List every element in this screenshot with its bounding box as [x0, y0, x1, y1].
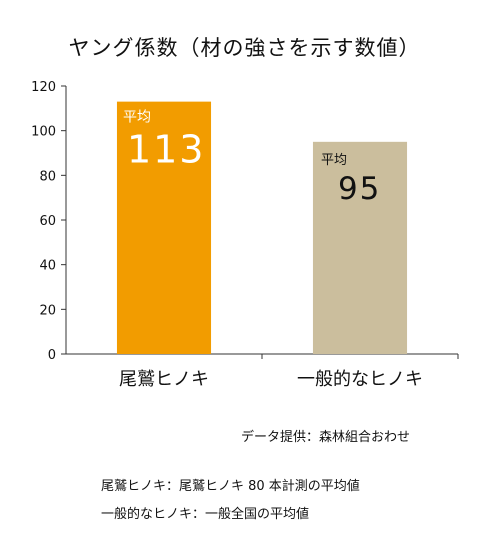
bar [312, 141, 408, 354]
data-label: 113 [127, 128, 206, 172]
bar-label-prefix: 平均 [321, 153, 347, 168]
data-credit: データ提供：森林組合おわせ [241, 430, 411, 445]
bar-label-prefix: 平均 [123, 110, 151, 126]
y-tick-label: 40 [39, 259, 56, 274]
y-tick-label: 20 [39, 303, 56, 318]
data-label: 95 [338, 171, 381, 207]
footnote-1: 尾鷲ヒノキ：尾鷲ヒノキ 80 本計測の平均値 [101, 479, 360, 494]
bar-chart: 0 20 40 60 80 100 120 平均 113 尾鷲ヒノキ 平均 95 一般的なヒノキ [31, 80, 459, 390]
y-tick-label: 60 [39, 214, 56, 229]
y-tick-label: 100 [31, 125, 56, 140]
y-tick-label: 80 [39, 169, 56, 184]
y-tick-label: 120 [31, 80, 56, 95]
x-tick-label: 一般的なヒノキ [297, 369, 423, 390]
chart-title: ヤング係数（材の強さを示す数値） [68, 36, 421, 60]
x-tick-label: 尾鷲ヒノキ [119, 369, 209, 390]
y-tick-label: 0 [48, 348, 56, 363]
footnote-2: 一般的なヒノキ：一般全国の平均値 [101, 507, 310, 522]
bar [116, 101, 212, 354]
